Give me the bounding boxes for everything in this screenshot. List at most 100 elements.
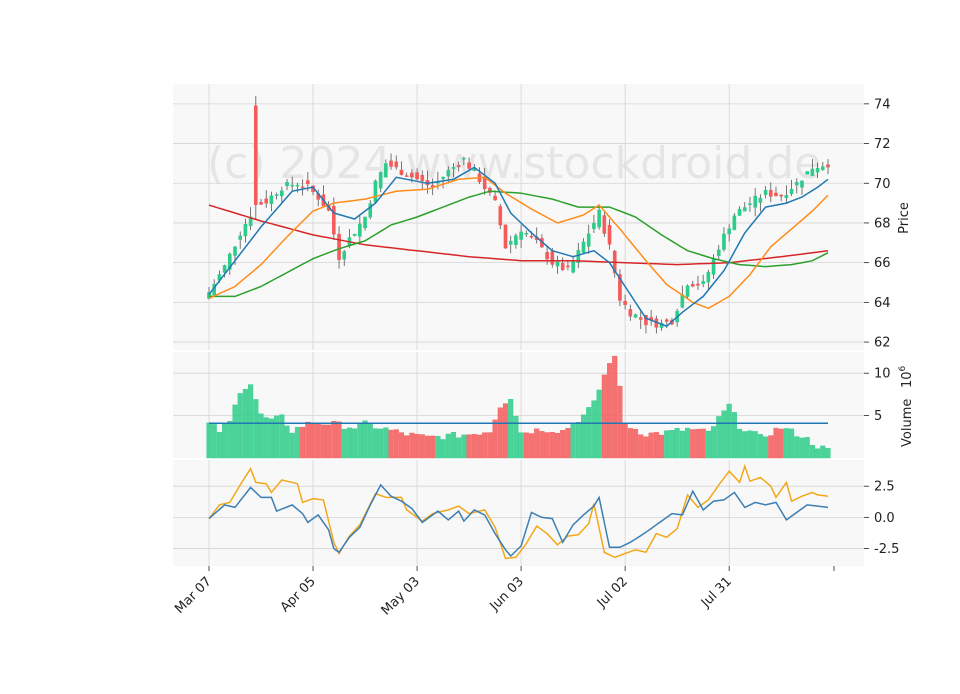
volume-bar — [346, 427, 352, 459]
oscillator-axis-tick-label: 2.5 — [874, 480, 895, 495]
candle-body — [784, 194, 789, 199]
volume-bar — [482, 432, 488, 459]
volume-bar — [617, 385, 623, 459]
volume-bar — [523, 432, 529, 459]
volume-bar — [492, 419, 498, 459]
volume-bar — [320, 424, 326, 459]
candle-body — [737, 209, 742, 216]
volume-bar — [461, 434, 467, 459]
candle-body — [607, 224, 612, 245]
volume-bar — [789, 428, 795, 459]
oscillator-axis-tick-label: -2.5 — [874, 542, 899, 557]
volume-axis-tick-label: 10 — [874, 367, 891, 382]
volume-bar — [294, 426, 300, 459]
volume-axis-exponent: 106 — [898, 365, 915, 388]
volume-bar — [794, 436, 800, 459]
candle-body — [378, 172, 383, 189]
candle-body — [295, 184, 300, 187]
candle-body — [529, 235, 534, 238]
volume-bar — [227, 421, 233, 459]
candle-body — [706, 271, 711, 283]
candle-body — [753, 195, 757, 208]
volume-bar — [695, 428, 701, 459]
candle-body — [498, 206, 503, 226]
oscillator-series-a-line — [208, 483, 829, 558]
volume-bar — [476, 434, 483, 459]
volume-bar — [653, 432, 659, 459]
volume-bar — [331, 421, 337, 459]
price-axis-tick-label: 68 — [874, 216, 891, 231]
x-axis-tick-label: Jul 31 — [698, 574, 735, 611]
volume-bar — [565, 428, 571, 459]
volume-bar — [263, 417, 269, 459]
candle-body — [774, 192, 778, 196]
candle-body — [508, 240, 513, 245]
volume-bar — [690, 429, 696, 459]
moving-average-lines — [208, 166, 829, 328]
watermark: (c) 2024 www.stockdroid.de — [207, 138, 821, 189]
volume-bar — [783, 428, 789, 459]
volume-bar — [679, 430, 685, 459]
candle-body — [488, 188, 492, 193]
candle-body — [602, 215, 607, 234]
volume-bar — [284, 425, 290, 459]
volume-bar — [502, 403, 509, 459]
volume-bar — [326, 424, 332, 459]
candle-body — [404, 175, 409, 177]
candle-body — [363, 216, 367, 229]
candle-body — [514, 235, 518, 245]
volume-bar — [216, 431, 222, 459]
candle-body — [763, 190, 768, 195]
volume-bar — [430, 435, 436, 459]
volume-bar — [664, 430, 670, 459]
candle-body — [503, 224, 508, 249]
candle-body — [389, 160, 393, 167]
price-axis-tick-label: 72 — [874, 137, 891, 152]
volume-bar — [674, 428, 680, 459]
candle-body — [451, 167, 456, 169]
candle-body — [800, 180, 804, 188]
x-axis-tick-label: Apr 05 — [278, 574, 319, 615]
candle-body — [342, 251, 347, 260]
candle-body — [586, 233, 591, 247]
candle-body — [644, 314, 648, 326]
price-axis-label: Price — [897, 202, 912, 234]
candle-body — [805, 171, 810, 175]
candle-body — [618, 274, 622, 301]
candle-body — [358, 223, 362, 237]
candle-body — [758, 197, 763, 203]
volume-bar — [815, 448, 821, 459]
candle-body — [722, 233, 726, 250]
candle-body — [290, 184, 295, 187]
volume-bar — [627, 428, 633, 459]
volume-bar — [206, 422, 212, 459]
candle-body — [373, 180, 378, 203]
volume-bar — [632, 429, 639, 459]
candle-body — [264, 198, 269, 204]
candle-body — [446, 169, 451, 177]
candle-body — [394, 161, 399, 168]
volume-bar — [700, 428, 706, 459]
volume-bar — [435, 435, 441, 459]
volume-bar — [716, 416, 722, 459]
volume-bar — [659, 434, 665, 459]
candle-body — [623, 300, 627, 305]
candle-body — [576, 249, 581, 264]
volume-bar — [809, 445, 815, 459]
volume-bar — [622, 423, 628, 459]
candle-body — [794, 181, 799, 186]
candle-body — [399, 169, 404, 175]
candle-body — [592, 223, 596, 229]
volume-bar — [253, 399, 259, 459]
volume-bar — [768, 435, 774, 459]
volume-bar — [778, 428, 784, 459]
candle-body — [259, 202, 263, 205]
candle-body — [233, 246, 237, 256]
candle-body — [337, 233, 341, 260]
volume-bar — [596, 389, 602, 459]
oscillator-lines — [208, 463, 829, 560]
candle-body — [280, 190, 284, 197]
candle-body — [462, 157, 466, 160]
candle-body — [711, 258, 716, 275]
price-axis-tick-label: 66 — [874, 256, 891, 271]
